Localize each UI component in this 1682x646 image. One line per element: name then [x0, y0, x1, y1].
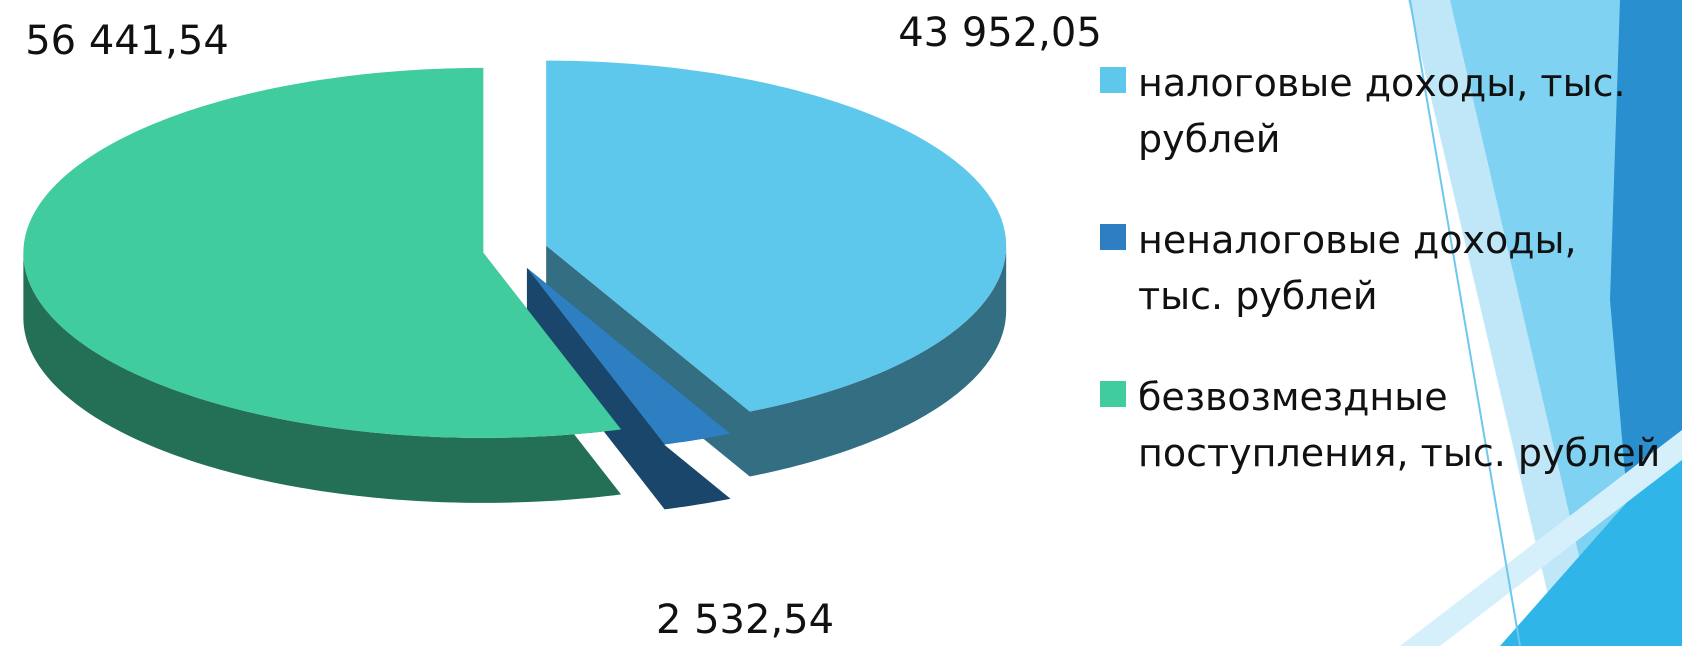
data-label: 2 532,54 — [656, 597, 834, 643]
legend-label: безвозмездные поступления, тыс. рублей — [1138, 369, 1668, 481]
legend-label: налоговые доходы, тыс. рублей — [1138, 55, 1668, 167]
data-label: 56 441,54 — [25, 18, 229, 64]
legend-item: безвозмездные поступления, тыс. рублей — [1100, 369, 1682, 481]
data-label: 43 952,05 — [898, 10, 1102, 56]
legend-item: налоговые доходы, тыс. рублей — [1100, 55, 1682, 167]
legend-label: неналоговые доходы, тыс. рублей — [1138, 212, 1668, 324]
pie — [23, 61, 1006, 510]
legend: налоговые доходы, тыс. рублей неналоговые… — [1100, 55, 1682, 526]
legend-swatch — [1100, 67, 1126, 93]
legend-swatch — [1100, 224, 1126, 250]
legend-swatch — [1100, 381, 1126, 407]
page: 43 952,05 2 532,54 56 441,54 налоговые дох… — [0, 0, 1682, 646]
legend-item: неналоговые доходы, тыс. рублей — [1100, 212, 1682, 324]
